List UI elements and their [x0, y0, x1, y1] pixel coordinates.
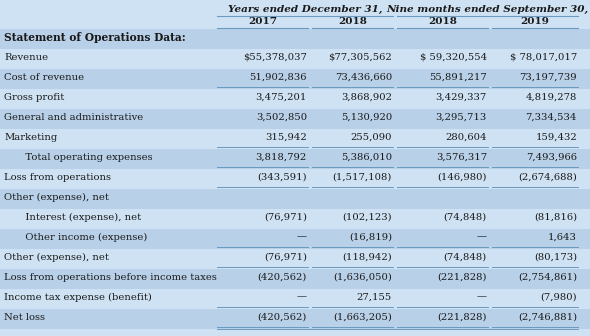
Text: 73,197,739: 73,197,739: [519, 73, 577, 82]
Text: 3,502,850: 3,502,850: [256, 113, 307, 122]
Text: (81,816): (81,816): [534, 213, 577, 222]
Text: 3,295,713: 3,295,713: [436, 113, 487, 122]
Text: Years ended December 31,: Years ended December 31,: [228, 5, 382, 14]
Text: 5,130,920: 5,130,920: [341, 113, 392, 122]
Text: (2,754,861): (2,754,861): [518, 272, 577, 282]
Text: (80,173): (80,173): [534, 253, 577, 262]
Bar: [0, 269, 590, 289]
Text: (221,828): (221,828): [438, 272, 487, 282]
Text: (2,746,881): (2,746,881): [518, 312, 577, 322]
Text: Total operating expenses: Total operating expenses: [16, 153, 153, 162]
Text: 2018: 2018: [338, 17, 367, 26]
Bar: [0, 249, 590, 269]
Text: (1,636,050): (1,636,050): [333, 272, 392, 282]
Text: —: —: [297, 233, 307, 242]
Text: Net loss: Net loss: [4, 312, 45, 322]
Text: (420,562): (420,562): [258, 312, 307, 322]
Text: (146,980): (146,980): [438, 173, 487, 181]
Bar: [0, 229, 590, 249]
Text: Loss from operations: Loss from operations: [4, 173, 111, 181]
Text: 3,868,902: 3,868,902: [341, 93, 392, 101]
Text: General and administrative: General and administrative: [4, 113, 143, 122]
Text: (7,980): (7,980): [540, 293, 577, 302]
Text: 159,432: 159,432: [535, 133, 577, 141]
Text: 255,090: 255,090: [350, 133, 392, 141]
Text: (420,562): (420,562): [258, 272, 307, 282]
Text: 1,643: 1,643: [548, 233, 577, 242]
Text: 7,493,966: 7,493,966: [526, 153, 577, 162]
Bar: [0, 29, 590, 49]
Text: 280,604: 280,604: [445, 133, 487, 141]
Text: —: —: [297, 293, 307, 302]
Text: 73,436,660: 73,436,660: [335, 73, 392, 82]
Text: 51,902,836: 51,902,836: [250, 73, 307, 82]
Text: Loss from operations before income taxes: Loss from operations before income taxes: [4, 272, 217, 282]
Text: 3,475,201: 3,475,201: [255, 93, 307, 101]
Text: Other income (expense): Other income (expense): [16, 233, 148, 242]
Text: Revenue: Revenue: [4, 53, 48, 61]
Text: (1,517,108): (1,517,108): [333, 173, 392, 181]
Text: —: —: [477, 233, 487, 242]
Text: 5,386,010: 5,386,010: [341, 153, 392, 162]
Text: 3,818,792: 3,818,792: [255, 153, 307, 162]
Text: 55,891,217: 55,891,217: [430, 73, 487, 82]
Text: (2,674,688): (2,674,688): [518, 173, 577, 181]
Bar: [0, 149, 590, 169]
Text: 4,819,278: 4,819,278: [526, 93, 577, 101]
Text: 3,429,337: 3,429,337: [436, 93, 487, 101]
Text: —: —: [477, 293, 487, 302]
Text: Marketing: Marketing: [4, 133, 57, 141]
Bar: [0, 129, 590, 149]
Text: (76,971): (76,971): [264, 253, 307, 262]
Text: $77,305,562: $77,305,562: [328, 53, 392, 61]
Text: 3,576,317: 3,576,317: [436, 153, 487, 162]
Text: Nine months ended September 30,: Nine months ended September 30,: [386, 5, 589, 14]
Text: (102,123): (102,123): [342, 213, 392, 222]
Text: 27,155: 27,155: [357, 293, 392, 302]
Text: 2019: 2019: [520, 17, 549, 26]
Text: Other (expense), net: Other (expense), net: [4, 253, 109, 262]
Text: $55,378,037: $55,378,037: [243, 53, 307, 61]
Text: 7,334,534: 7,334,534: [526, 113, 577, 122]
Text: Income tax expense (benefit): Income tax expense (benefit): [4, 293, 152, 302]
Bar: [0, 49, 590, 69]
Text: (118,942): (118,942): [342, 253, 392, 262]
Bar: [0, 69, 590, 89]
Bar: [0, 209, 590, 229]
Text: (1,663,205): (1,663,205): [333, 312, 392, 322]
Text: 2018: 2018: [428, 17, 457, 26]
Text: (74,848): (74,848): [444, 253, 487, 262]
Text: (74,848): (74,848): [444, 213, 487, 222]
Text: (343,591): (343,591): [257, 173, 307, 181]
Text: $ 59,320,554: $ 59,320,554: [420, 53, 487, 61]
Text: (221,828): (221,828): [438, 312, 487, 322]
Text: (76,971): (76,971): [264, 213, 307, 222]
Bar: [0, 289, 590, 309]
Text: $ 78,017,017: $ 78,017,017: [510, 53, 577, 61]
Text: 2017: 2017: [248, 17, 277, 26]
Text: (16,819): (16,819): [349, 233, 392, 242]
Text: Other (expense), net: Other (expense), net: [4, 193, 109, 202]
Bar: [0, 169, 590, 189]
Text: Statement of Operations Data:: Statement of Operations Data:: [4, 32, 186, 43]
Text: 315,942: 315,942: [266, 133, 307, 141]
Bar: [0, 109, 590, 129]
Text: Cost of revenue: Cost of revenue: [4, 73, 84, 82]
Bar: [0, 189, 590, 209]
Text: Gross profit: Gross profit: [4, 93, 64, 101]
Bar: [0, 309, 590, 329]
Bar: [0, 89, 590, 109]
Text: Interest (expense), net: Interest (expense), net: [16, 213, 141, 222]
